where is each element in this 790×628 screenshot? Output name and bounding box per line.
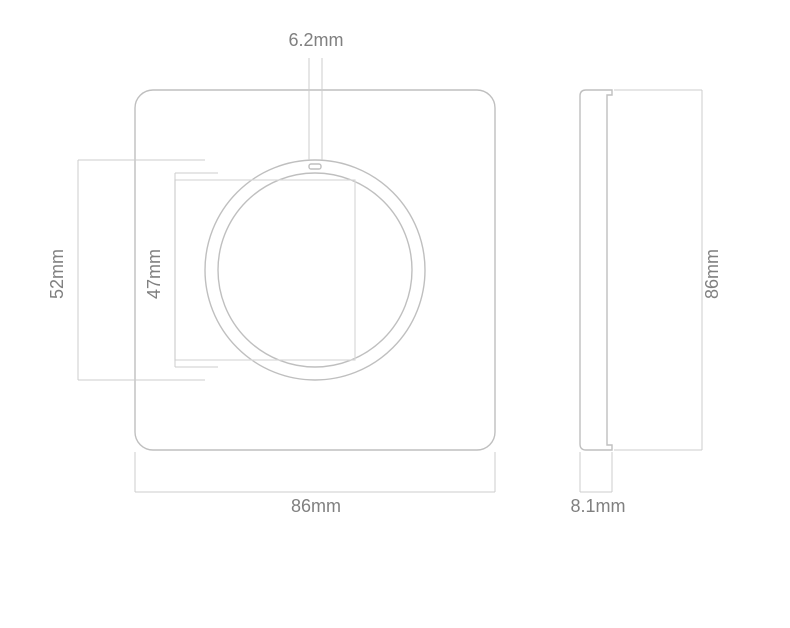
dim-left-outer-label: 52mm [47,249,67,299]
inner-ref-square [175,180,355,360]
ring-inner [218,173,412,367]
ring-outer [205,160,425,380]
dim-top-label: 6.2mm [288,30,343,50]
side-plate-body [580,90,612,450]
technical-drawing: 6.2mm 52mm 47mm 86mm 8.1mm 86mm [0,0,790,628]
dim-left-inner-label: 47mm [144,249,164,299]
dim-side-bottom-label: 8.1mm [570,496,625,516]
dim-bottom-label: 86mm [291,496,341,516]
ring-indicator [309,164,321,169]
front-plate [135,90,495,450]
dim-side-right-label: 86mm [702,249,722,299]
